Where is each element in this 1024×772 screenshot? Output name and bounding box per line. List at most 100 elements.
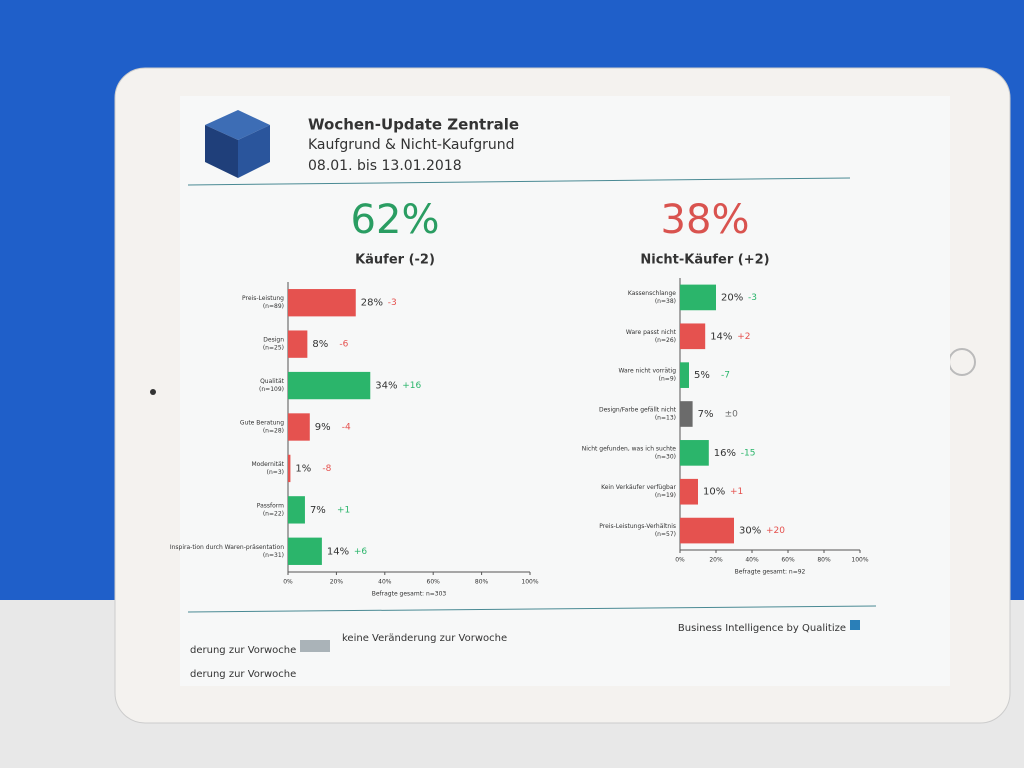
bar <box>288 537 322 565</box>
bar <box>288 496 305 524</box>
change-label: -3 <box>388 298 397 308</box>
x-tick-label: 80% <box>817 557 831 564</box>
n-label: (n=109) <box>259 386 284 393</box>
change-label: +2 <box>737 332 750 342</box>
logo-left <box>205 125 238 178</box>
bar <box>288 289 356 317</box>
bar <box>680 517 734 544</box>
category-label: Kein Verkäufer verfügbar <box>601 484 676 491</box>
change-label: +1 <box>730 487 743 497</box>
bar <box>680 401 693 427</box>
bar <box>680 362 689 388</box>
category-label: Gute Beratung <box>240 420 284 427</box>
n-label: (n=30) <box>655 453 676 460</box>
value-label: 9% <box>315 422 331 433</box>
bar <box>680 323 706 350</box>
x-tick-label: 20% <box>709 557 723 564</box>
x-tick-label: 0% <box>283 579 293 586</box>
n-label: (n=89) <box>263 303 284 310</box>
x-tick-label: 20% <box>330 579 344 586</box>
x-tick-label: 100% <box>851 557 868 564</box>
change-label: -4 <box>342 423 351 433</box>
n-label: (n=38) <box>655 298 676 305</box>
title: Wochen-Update Zentrale <box>308 116 519 134</box>
change-label: -3 <box>748 293 757 303</box>
value-label: 28% <box>361 298 383 309</box>
x-axis-label: Befragte gesamt: n=303 <box>372 591 447 598</box>
bar <box>288 454 291 483</box>
value-label: 5% <box>694 370 710 381</box>
value-label: 14% <box>710 331 732 342</box>
x-tick-label: 40% <box>378 579 392 586</box>
x-tick-label: 100% <box>521 579 538 586</box>
legend-swatch <box>300 640 330 652</box>
change-label: +1 <box>337 505 350 515</box>
category-label: Modernität <box>251 461 284 468</box>
legend-up: derung zur Vorwoche <box>190 645 296 656</box>
n-label: (n=19) <box>655 492 676 499</box>
n-label: (n=9) <box>659 376 676 383</box>
category-label: Inspira-tion durch Waren-präsentation <box>170 544 284 551</box>
category-label: Preis-Leistungs-Verhältnis <box>599 523 676 530</box>
bar <box>680 284 716 311</box>
category-label: Kassenschlange <box>628 290 676 297</box>
category-label: Nicht gefunden, was ich suchte <box>582 445 677 452</box>
headline: 62% <box>351 197 440 243</box>
chart-title: Nicht-Käufer (+2) <box>640 253 769 268</box>
x-tick-label: 40% <box>745 557 759 564</box>
n-label: (n=13) <box>655 415 676 422</box>
value-label: 14% <box>327 546 349 557</box>
logo-right <box>238 125 270 178</box>
x-tick-label: 80% <box>475 579 489 586</box>
brand-icon <box>850 620 860 630</box>
change-label: -15 <box>741 448 756 458</box>
x-tick-label: 60% <box>427 579 441 586</box>
n-label: (n=3) <box>267 469 284 476</box>
category-label: Preis-Leistung <box>242 295 284 302</box>
change-label: -8 <box>322 464 331 474</box>
brand: Business Intelligence by Qualitize <box>678 623 846 634</box>
headline: 38% <box>661 197 750 243</box>
bar <box>288 413 310 441</box>
x-tick-label: 60% <box>781 557 795 564</box>
chart-title: Käufer (-2) <box>355 253 435 268</box>
change-label: -6 <box>339 340 348 350</box>
change-label: ±0 <box>725 410 739 420</box>
n-label: (n=22) <box>263 510 284 517</box>
value-label: 10% <box>703 487 725 498</box>
change-label: -7 <box>721 371 730 381</box>
change-label: +16 <box>402 381 421 391</box>
category-label: Passform <box>257 502 284 509</box>
x-tick-label: 0% <box>675 557 685 564</box>
bar <box>680 440 709 466</box>
header-rule <box>187 177 851 186</box>
camera <box>150 389 156 395</box>
value-label: 34% <box>375 381 397 392</box>
value-label: 1% <box>295 463 311 474</box>
dates: 08.01. bis 13.01.2018 <box>308 158 462 174</box>
category-label: Ware passt nicht <box>626 329 677 336</box>
footer-rule <box>187 605 877 613</box>
category-label: Ware nicht vorrätig <box>618 368 676 375</box>
n-label: (n=31) <box>263 552 284 559</box>
value-label: 7% <box>310 505 326 516</box>
change-label: +6 <box>354 547 368 557</box>
legend-none: keine Veränderung zur Vorwoche <box>342 633 507 644</box>
change-label: +20 <box>766 526 785 536</box>
n-label: (n=26) <box>655 337 676 344</box>
value-label: 7% <box>698 409 714 420</box>
n-label: (n=28) <box>263 428 284 435</box>
legend-down: derung zur Vorwoche <box>190 669 296 680</box>
category-label: Design <box>263 337 284 344</box>
value-label: 30% <box>739 526 761 537</box>
category-label: Design/Farbe gefällt nicht <box>599 407 677 414</box>
subtitle: Kaufgrund & Nicht-Kaufgrund <box>308 137 514 153</box>
n-label: (n=57) <box>655 531 676 538</box>
bar <box>288 330 308 358</box>
category-label: Qualität <box>260 378 285 385</box>
value-label: 16% <box>714 448 736 459</box>
value-label: 8% <box>312 339 328 350</box>
value-label: 20% <box>721 292 743 303</box>
n-label: (n=25) <box>263 345 284 352</box>
